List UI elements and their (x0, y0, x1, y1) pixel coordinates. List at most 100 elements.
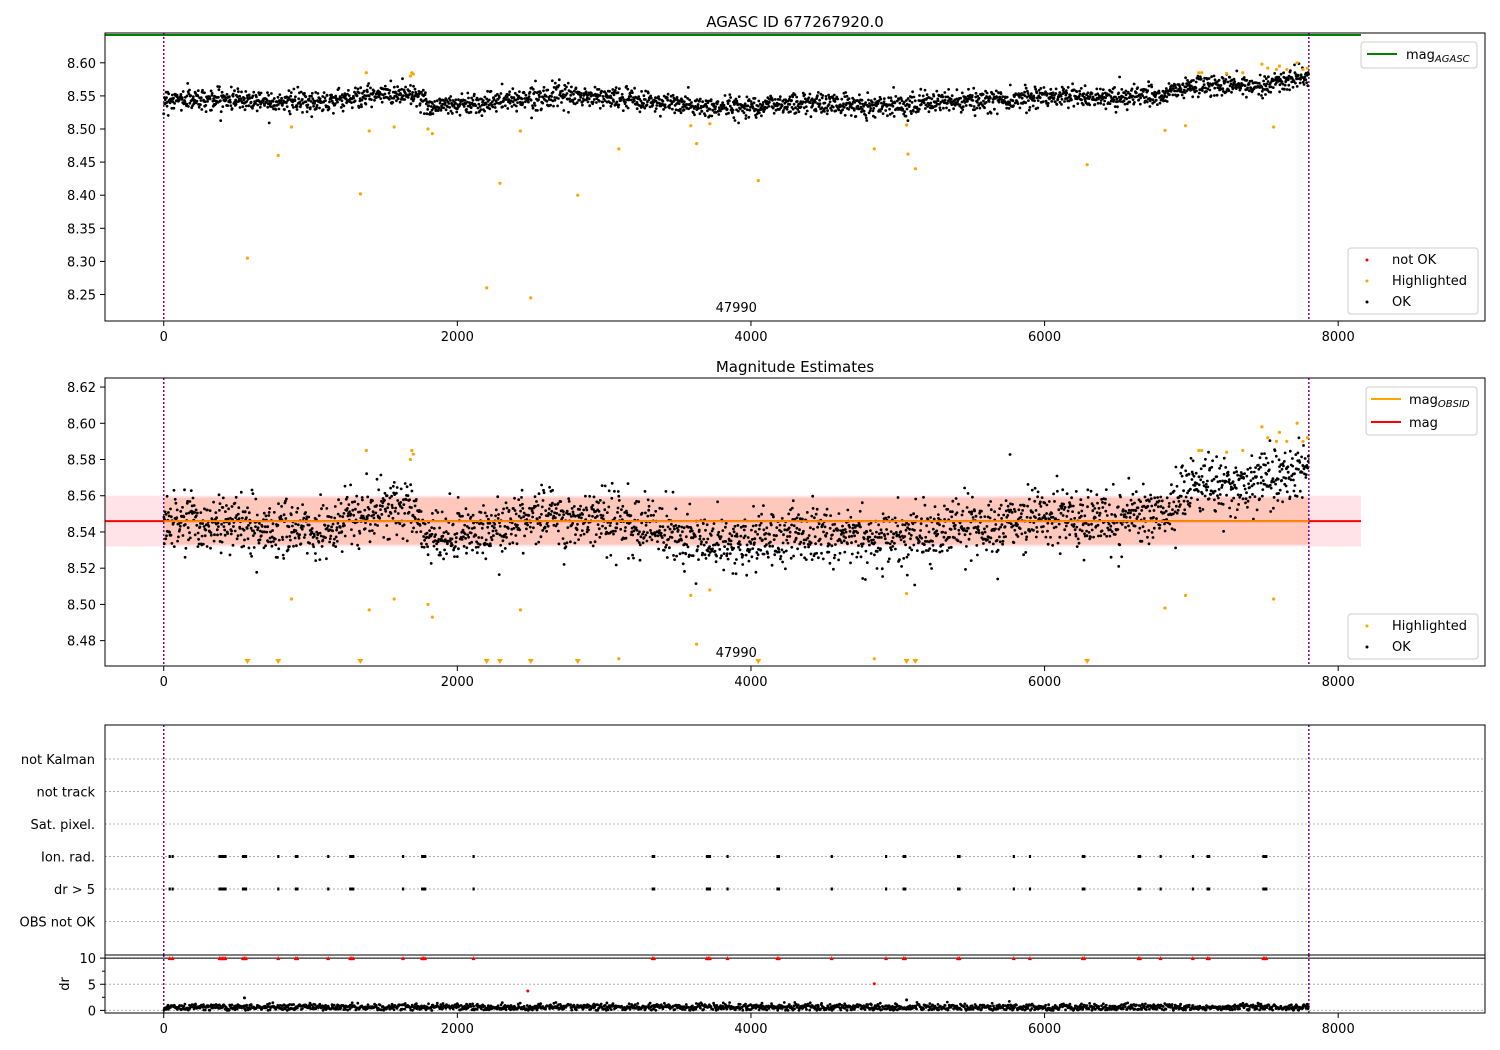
ok-point (297, 536, 301, 540)
ok-point (561, 93, 565, 96)
ok-point (409, 483, 412, 487)
ok-point (658, 97, 661, 101)
ok-point (204, 528, 208, 532)
ok-point (353, 99, 357, 103)
ok-point (777, 547, 781, 551)
ok-point (1299, 73, 1303, 77)
ok-point (913, 99, 917, 103)
ok-point (930, 97, 934, 101)
ok-point (820, 106, 824, 110)
ok-point (336, 521, 340, 525)
ok-point (879, 97, 883, 101)
ok-point (533, 101, 536, 105)
ok-point (793, 540, 796, 544)
ok-point (294, 522, 298, 526)
ok-point (658, 529, 661, 532)
ok-point (184, 546, 188, 550)
ok-point (168, 530, 172, 534)
ok-point (767, 105, 771, 108)
ok-point (271, 100, 275, 103)
ok-point (402, 523, 406, 527)
ok-point (1167, 82, 1171, 85)
ok-point (714, 105, 717, 109)
ok-point (383, 92, 387, 96)
ok-point (880, 101, 883, 105)
highlighted-point (617, 147, 621, 151)
ok-point (516, 523, 519, 527)
ok-point (976, 553, 979, 557)
ok-point (663, 528, 667, 532)
ok-point (913, 528, 916, 532)
ok-point (616, 506, 620, 510)
ok-point (790, 99, 793, 102)
ok-point (845, 94, 849, 98)
ok-point (844, 536, 847, 539)
ok-point (832, 529, 836, 533)
ok-point (1168, 522, 1172, 526)
ok-point (388, 89, 392, 92)
highlighted-point (1271, 125, 1276, 129)
ok-point (1000, 98, 1003, 101)
ok-point (395, 99, 398, 103)
ok-point (340, 530, 344, 534)
ok-point (967, 537, 971, 541)
ok-point (619, 527, 623, 531)
ok-point (867, 111, 871, 115)
ok-point (1020, 512, 1023, 516)
ok-point (399, 93, 403, 97)
ok-point (1231, 87, 1235, 91)
ok-point (199, 511, 203, 514)
ok-point (945, 106, 948, 110)
ok-point (831, 533, 834, 537)
ok-point (1131, 492, 1135, 496)
ok-point (886, 541, 889, 545)
ok-point (180, 96, 184, 99)
ok-point (875, 567, 879, 570)
ok-point (1132, 508, 1135, 512)
ok-point (479, 511, 483, 514)
ok-point (167, 511, 170, 514)
ok-point (188, 531, 191, 535)
ok-point (957, 528, 961, 532)
ok-point (503, 547, 507, 550)
ok-point (579, 92, 583, 95)
ok-point (828, 100, 832, 104)
ok-point (871, 532, 874, 535)
ok-point (694, 535, 697, 538)
ok-point (637, 541, 641, 544)
ok-point (218, 85, 221, 89)
ok-point (1002, 532, 1005, 535)
ok-point (362, 96, 365, 100)
ok-point (443, 101, 447, 105)
ok-point (508, 542, 512, 546)
ok-point (307, 515, 311, 519)
ok-point (1173, 84, 1177, 87)
ok-point (1250, 79, 1254, 83)
ok-point (594, 533, 598, 536)
ok-point (611, 88, 615, 91)
ok-point (811, 104, 814, 108)
ok-point (300, 98, 304, 101)
ok-point (1139, 96, 1142, 100)
ok-point (896, 524, 900, 528)
ok-point (989, 500, 992, 503)
ok-point (1059, 511, 1063, 515)
ok-point (646, 531, 649, 534)
ok-point (810, 514, 814, 518)
ok-point (970, 510, 974, 514)
ok-point (902, 112, 906, 116)
ok-point (1040, 496, 1044, 499)
ok-point (340, 550, 344, 553)
ok-point (1299, 77, 1302, 81)
ok-point (546, 514, 550, 518)
ok-point (608, 89, 611, 93)
ok-point (1120, 88, 1124, 91)
ok-point (234, 102, 238, 106)
ok-point (353, 500, 357, 503)
ok-point (165, 100, 169, 104)
ok-point (847, 535, 851, 539)
ok-point (758, 102, 762, 106)
ok-point (610, 496, 614, 500)
ok-point (1083, 97, 1087, 101)
ok-point (1091, 504, 1095, 508)
